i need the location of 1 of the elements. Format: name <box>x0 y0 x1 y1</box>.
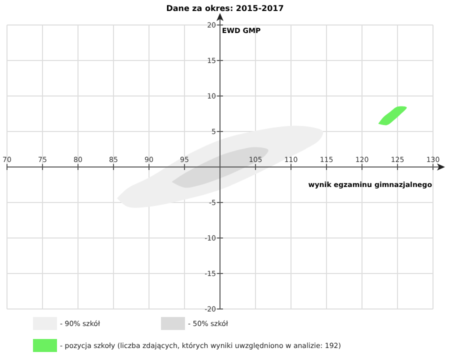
chart-title: Dane za okres: 2015-2017 <box>166 4 284 13</box>
